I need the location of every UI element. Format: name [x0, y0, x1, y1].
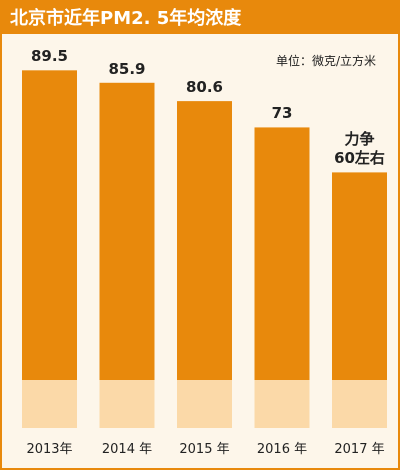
- x-tick-label: 2016 年: [256, 442, 308, 457]
- value-label: 85.9: [108, 59, 146, 78]
- x-tick-label: 2017 年: [334, 442, 385, 457]
- bar-base: [332, 380, 387, 428]
- bar: [177, 101, 232, 381]
- bar-base: [22, 380, 77, 428]
- unit-label: 单位：微克/立方米: [275, 54, 376, 68]
- bar: [99, 82, 155, 380]
- bar-base: [254, 380, 310, 428]
- x-tick-label: 2014 年: [101, 442, 153, 457]
- bar: [332, 172, 387, 380]
- chart-title: 北京市近年PM2. 5年均浓度: [10, 8, 242, 29]
- header-band: [0, 0, 400, 34]
- bar-base: [99, 380, 155, 428]
- value-label: 89.5: [30, 47, 68, 66]
- value-label: 73: [271, 104, 293, 123]
- bar-base: [177, 380, 232, 428]
- x-tick-label: 2013年: [26, 442, 73, 457]
- bar: [22, 70, 77, 380]
- bar: [254, 127, 310, 380]
- value-label: 80.6: [185, 78, 223, 97]
- value-label: 力争 60左右: [334, 130, 385, 168]
- x-tick-label: 2015 年: [179, 442, 230, 457]
